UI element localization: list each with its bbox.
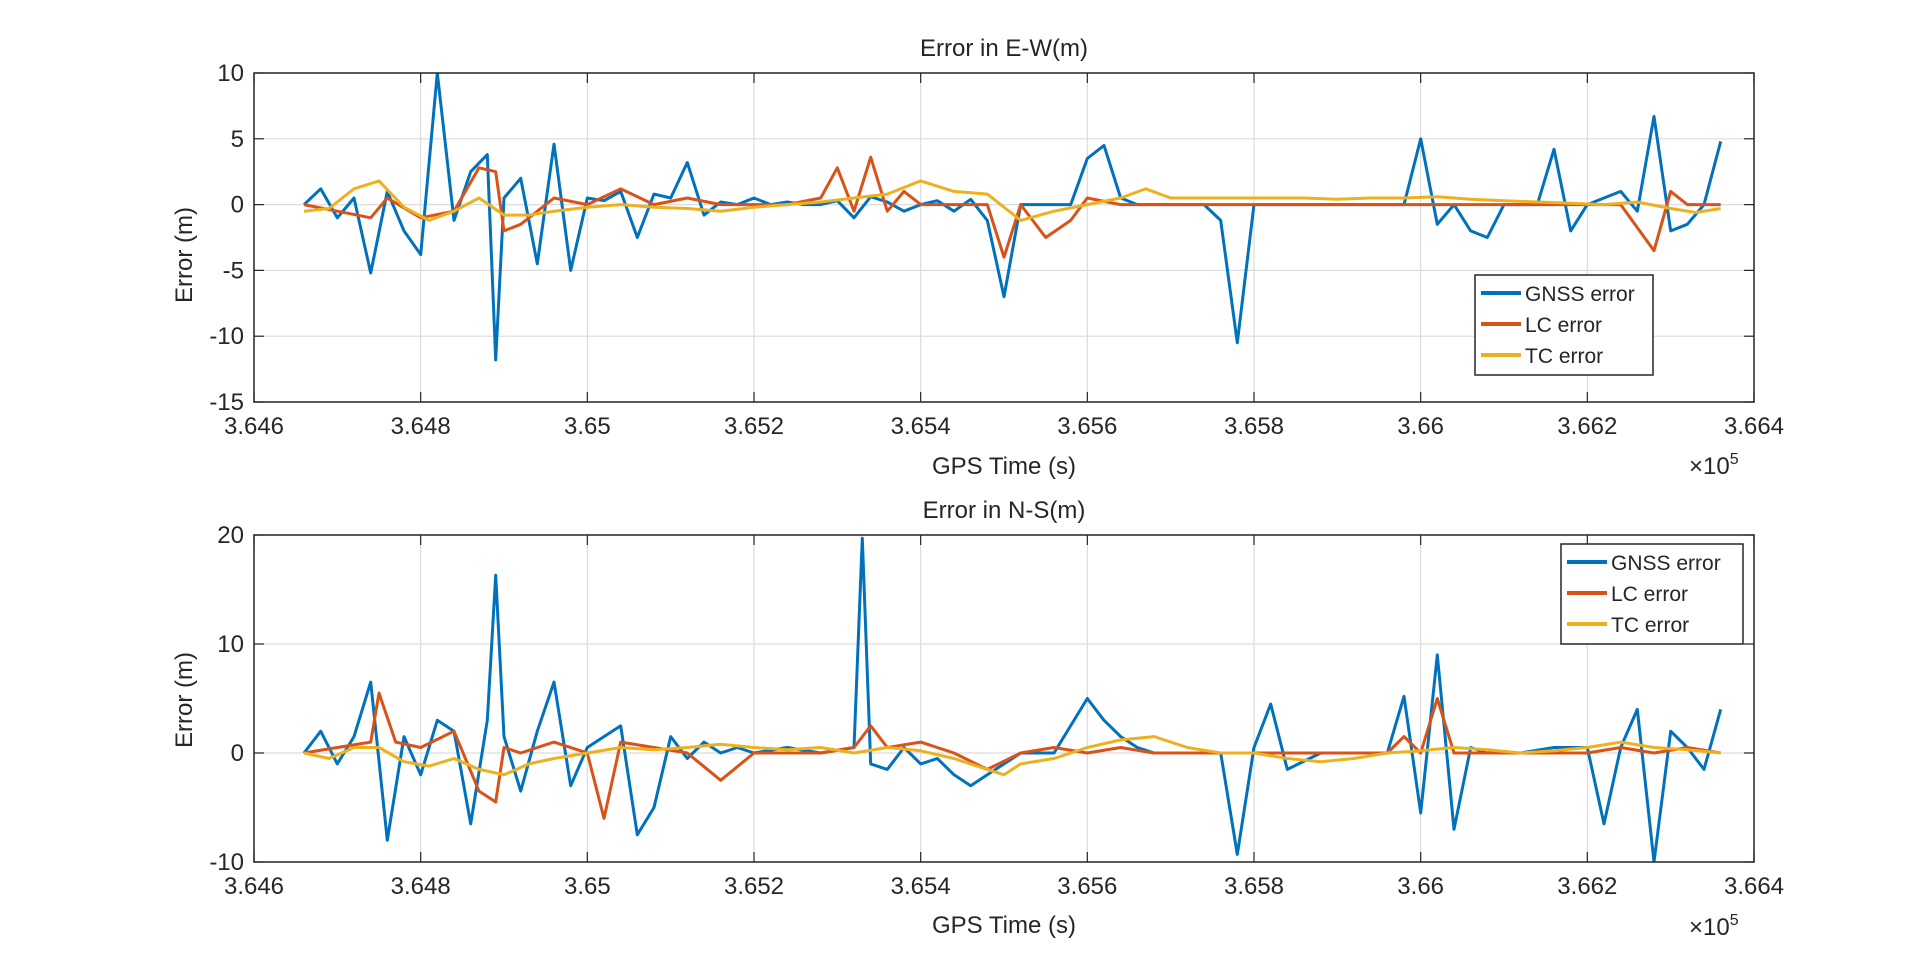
- x-multiplier-base: ×10: [1689, 914, 1730, 941]
- legend: GNSS error LC error TC error: [1474, 274, 1654, 376]
- y-tick-label: 20: [217, 522, 244, 549]
- x-multiplier: ×105: [1689, 912, 1739, 941]
- y-axis-label: Error (m): [171, 207, 198, 303]
- x-tick-label: 3.654: [891, 873, 951, 900]
- series-line-gnss-error: [302, 536, 1723, 862]
- series-line-lc-error: [303, 155, 1721, 259]
- legend-label: TC error: [1525, 345, 1603, 368]
- x-multiplier: ×105: [1689, 451, 1739, 480]
- x-tick-label: 3.66: [1397, 873, 1444, 900]
- x-tick-label: 3.648: [391, 873, 451, 900]
- y-tick-label: 5: [231, 126, 244, 153]
- x-tick-label: 3.662: [1557, 413, 1617, 440]
- x-tick-label: 3.65: [564, 873, 611, 900]
- x-tick-label: 3.664: [1724, 413, 1784, 440]
- y-tick-label: 0: [231, 192, 244, 219]
- chart-title: Error in E-W(m): [920, 35, 1088, 62]
- x-tick-label: 3.658: [1224, 413, 1284, 440]
- y-tick-label: 10: [217, 631, 244, 658]
- axes-box: [253, 534, 1755, 863]
- x-axis-label: GPS Time (s): [932, 912, 1076, 939]
- x-tick-label: 3.664: [1724, 873, 1784, 900]
- x-tick-label: 3.662: [1557, 873, 1617, 900]
- x-tick-label: 3.652: [724, 873, 784, 900]
- x-tick-label: 3.658: [1224, 873, 1284, 900]
- series-group: [302, 536, 1723, 862]
- legend-label: LC error: [1525, 314, 1602, 337]
- axes-box: [253, 72, 1755, 403]
- x-tick-label: 3.65: [564, 413, 611, 440]
- series-line-gnss-error: [302, 73, 1723, 362]
- legend: GNSS error LC error TC error: [1560, 543, 1744, 645]
- x-tick-label: 3.652: [724, 413, 784, 440]
- series-line-lc-error: [303, 691, 1721, 820]
- x-multiplier-base: ×10: [1689, 453, 1730, 480]
- series-group: [302, 73, 1723, 362]
- x-tick-label: 3.646: [224, 873, 284, 900]
- x-multiplier-exponent: 5: [1730, 451, 1739, 468]
- legend-label: TC error: [1611, 614, 1689, 637]
- chart-north-south: Error in N-S(m) GPS Time (s) Error (m) ×…: [171, 497, 1784, 941]
- x-tick-label: 3.656: [1057, 873, 1117, 900]
- x-tick-label: 3.654: [891, 413, 951, 440]
- x-tick-label: 3.646: [224, 413, 284, 440]
- x-tick-label: 3.66: [1397, 413, 1444, 440]
- x-multiplier-exponent: 5: [1730, 912, 1739, 929]
- y-tick-label: -10: [209, 849, 244, 876]
- x-tick-label: 3.648: [391, 413, 451, 440]
- legend-label: LC error: [1611, 583, 1688, 606]
- chart-east-west: Error in E-W(m) GPS Time (s) Error (m) ×…: [171, 35, 1784, 480]
- legend-label: GNSS error: [1611, 552, 1721, 575]
- y-tick-label: 0: [231, 740, 244, 767]
- chart-title: Error in N-S(m): [923, 497, 1086, 524]
- legend-label: GNSS error: [1525, 283, 1635, 306]
- y-tick-label: -15: [209, 389, 244, 416]
- x-tick-label: 3.656: [1057, 413, 1117, 440]
- x-axis-label: GPS Time (s): [932, 453, 1076, 480]
- series-line-tc-error: [303, 735, 1721, 777]
- y-tick-label: 10: [217, 60, 244, 87]
- series-line-tc-error: [303, 179, 1721, 222]
- y-axis-label: Error (m): [171, 652, 198, 748]
- y-tick-label: -5: [223, 257, 244, 284]
- y-tick-label: -10: [209, 323, 244, 350]
